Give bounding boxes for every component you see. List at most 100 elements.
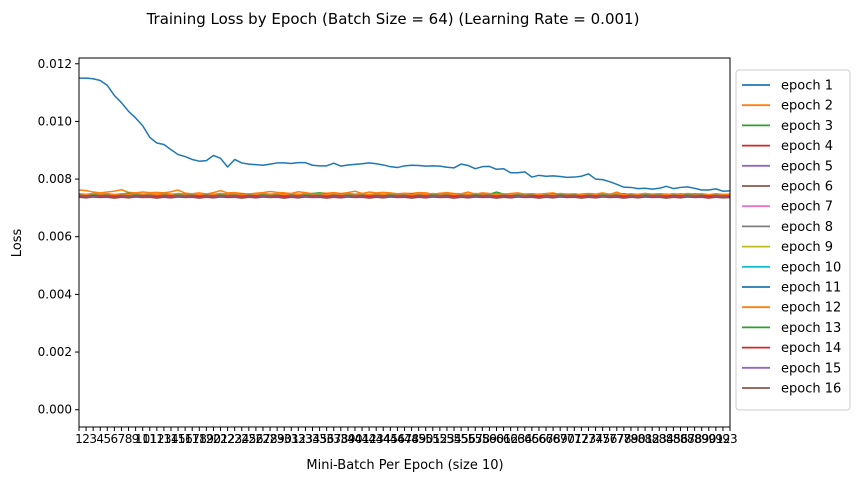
x-tick-label: 24 [234, 432, 249, 446]
x-tick-label: 31 [284, 432, 299, 446]
x-tick-label: 4 [96, 432, 104, 446]
x-tick-label: 68 [545, 432, 560, 446]
x-tick-label: 20 [206, 432, 221, 446]
x-tick-label: 59 [482, 432, 497, 446]
x-tick-label: 54 [446, 432, 461, 446]
x-tick-label: 47 [397, 432, 412, 446]
plot-area [79, 58, 730, 427]
legend-label: epoch 7 [781, 200, 833, 215]
x-tick-label: 43 [369, 432, 384, 446]
x-tick-label: 66 [531, 432, 546, 446]
x-axis-label: Mini-Batch Per Epoch (size 10) [306, 458, 503, 473]
x-tick-label: 8 [125, 432, 133, 446]
x-tick-label: 62 [503, 432, 518, 446]
y-tick-label: 0.006 [38, 230, 72, 244]
x-tick-label: 86 [673, 432, 688, 446]
x-tick-label: 85 [666, 432, 681, 446]
x-tick-label: 22 [220, 432, 235, 446]
x-tick-label: 34 [305, 432, 320, 446]
series-line-epoch-1 [79, 77, 731, 192]
x-tick-label: 46 [390, 432, 405, 446]
x-tick-label: 30 [277, 432, 292, 446]
x-tick-label: 73 [581, 432, 596, 446]
x-tick-label: 78 [616, 432, 631, 446]
x-tick-label: 71 [567, 432, 582, 446]
x-tick-label: 1 [75, 432, 83, 446]
x-tick-label: 42 [361, 432, 376, 446]
x-tick-label: 61 [496, 432, 511, 446]
x-tick-label: 57 [468, 432, 483, 446]
x-tick-label: 33 [298, 432, 313, 446]
x-tick-label: 11 [142, 432, 157, 446]
x-tick-label: 18 [192, 432, 207, 446]
x-tick-label: 6 [111, 432, 119, 446]
legend-label: epoch 13 [781, 321, 841, 336]
x-tick-label: 3 [89, 432, 97, 446]
x-tick-label: 5 [103, 432, 111, 446]
x-tick-label: 12 [149, 432, 164, 446]
plot-background [79, 58, 730, 427]
x-tick-label: 70 [560, 432, 575, 446]
x-tick-label: 41 [354, 432, 369, 446]
legend-label: epoch 4 [781, 139, 833, 154]
x-tick-label: 82 [645, 432, 660, 446]
legend-frame [735, 69, 851, 411]
x-tick-label: 76 [602, 432, 617, 446]
legend-label: epoch 11 [781, 281, 841, 296]
x-tick-label: 93 [722, 432, 737, 446]
x-tick-label: 80 [630, 432, 645, 446]
legend-label: epoch 14 [781, 341, 841, 356]
x-tick-label: 29 [269, 432, 284, 446]
legend-label: epoch 16 [781, 382, 841, 397]
x-tick-label: 38 [333, 432, 348, 446]
legend: epoch 1 epoch 2 epoch 3 epoch 4 epoch 5 epoch… [735, 69, 851, 411]
x-tick-label: 56 [461, 432, 476, 446]
legend-label: epoch 2 [781, 99, 833, 114]
y-tick-label: 0.012 [38, 57, 72, 71]
x-tick-label: 50 [418, 432, 433, 446]
x-tick-label: 27 [255, 432, 270, 446]
x-tick-label: 23 [227, 432, 242, 446]
x-tick-label: 19 [199, 432, 214, 446]
x-tick-label: 51 [425, 432, 440, 446]
legend-label: epoch 9 [781, 240, 833, 255]
legend-label: epoch 1 [781, 79, 833, 94]
x-tick-label: 64 [517, 432, 532, 446]
x-tick-label: 28 [262, 432, 277, 446]
x-tick-label: 45 [383, 432, 398, 446]
x-tick-label: 92 [715, 432, 730, 446]
y-tick-label: 0.010 [38, 114, 72, 128]
legend-label: epoch 5 [781, 159, 833, 174]
x-tick-label: 48 [404, 432, 419, 446]
x-tick-label: 81 [637, 432, 652, 446]
legend-label: epoch 15 [781, 361, 841, 376]
x-tick-label: 35 [312, 432, 327, 446]
y-tick-label: 0.004 [38, 287, 72, 301]
x-tick-label: 77 [609, 432, 624, 446]
legend-label: epoch 12 [781, 301, 841, 316]
x-tick-label: 90 [701, 432, 716, 446]
x-tick-label: 16 [178, 432, 193, 446]
y-tick-label: 0.000 [38, 403, 72, 417]
x-tick-label: 91 [708, 432, 723, 446]
x-tick-label: 13 [156, 432, 171, 446]
x-tick-label: 21 [213, 432, 228, 446]
x-tick-label: 60 [489, 432, 504, 446]
x-tick-label: 89 [694, 432, 709, 446]
x-tick-label: 84 [659, 432, 674, 446]
x-tick-label: 87 [680, 432, 695, 446]
x-tick-label: 53 [439, 432, 454, 446]
x-tick-label: 72 [574, 432, 589, 446]
x-tick-label: 32 [291, 432, 306, 446]
legend-label: epoch 6 [781, 180, 833, 195]
x-tick-label: 44 [376, 432, 391, 446]
series-line-epoch-16 [78, 196, 731, 199]
x-tick-label: 40 [347, 432, 362, 446]
x-tick-label: 67 [538, 432, 553, 446]
x-tick-label: 9 [132, 432, 140, 446]
x-tick-label: 17 [185, 432, 200, 446]
x-tick-label: 55 [453, 432, 468, 446]
x-tick-label: 52 [432, 432, 447, 446]
